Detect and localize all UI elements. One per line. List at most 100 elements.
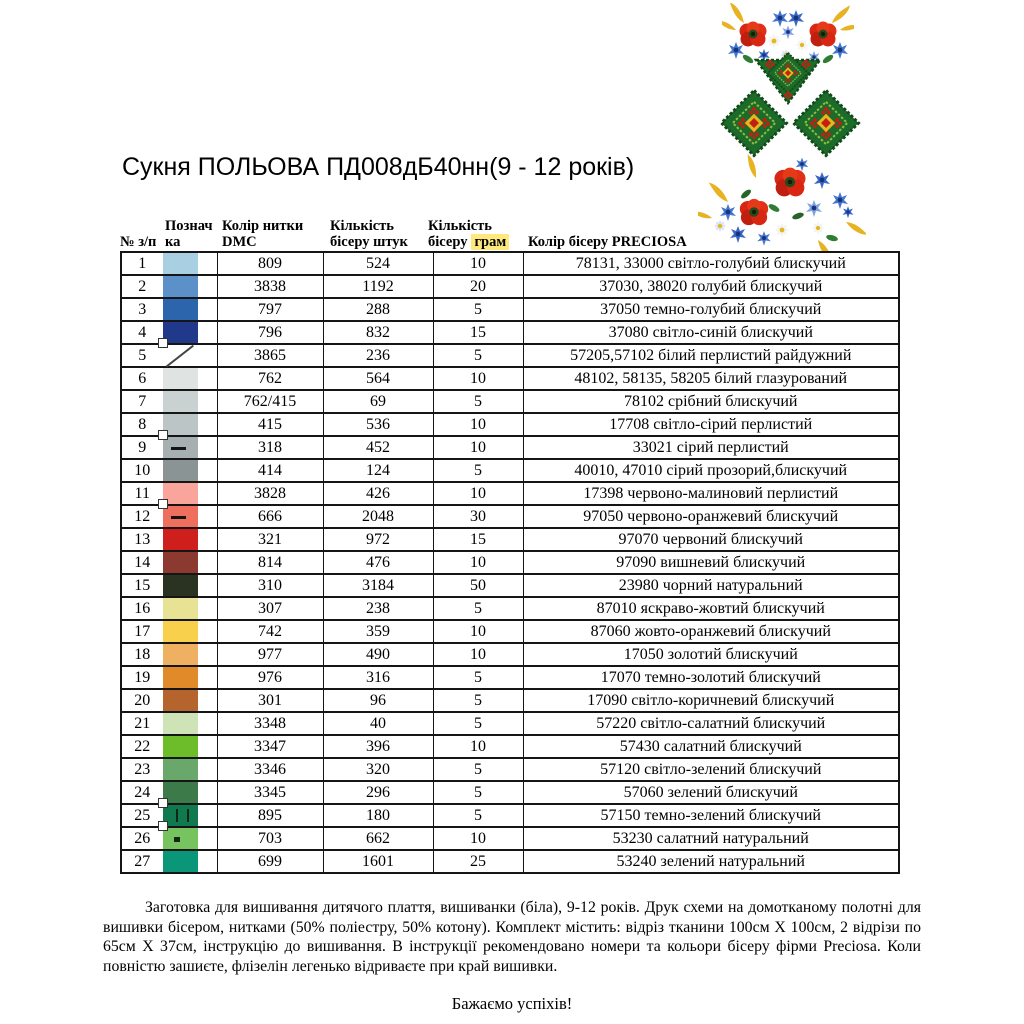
color-swatch-cell <box>162 251 198 277</box>
bead-count-grams: 5 <box>432 711 524 736</box>
table-row: 23 3346 320 5 57120 світло-зелений блиск… <box>120 757 900 783</box>
symbol-mark <box>164 782 197 803</box>
bead-count-pieces: 536 <box>322 412 434 437</box>
empty-cell <box>196 389 218 414</box>
empty-cell <box>196 642 218 667</box>
symbol-mark <box>164 736 197 757</box>
row-number: 26 <box>120 826 164 851</box>
color-swatch <box>162 550 198 575</box>
symbol-mark <box>157 338 197 366</box>
color-swatch <box>162 320 198 345</box>
symbol-mark <box>164 276 197 297</box>
bead-count-grams: 5 <box>432 665 524 690</box>
bead-count-pieces: 452 <box>322 435 434 460</box>
color-swatch-cell <box>162 642 198 668</box>
bead-count-grams: 30 <box>432 504 524 529</box>
row-number: 19 <box>120 665 164 690</box>
bead-count-pieces: 296 <box>322 780 434 805</box>
color-swatch <box>162 665 198 690</box>
symbol-mark <box>164 460 197 481</box>
row-number: 18 <box>120 642 164 667</box>
row-number: 27 <box>120 849 164 874</box>
preciosa-color-description: 57430 салатний блискучий <box>522 734 900 759</box>
color-swatch <box>162 642 198 667</box>
dmc-thread-number: 3838 <box>216 274 324 299</box>
column-header-pieces: Кількість бісеру штук <box>330 218 408 250</box>
bead-count-pieces: 490 <box>322 642 434 667</box>
preciosa-color-description: 78102 срібний блискучий <box>522 389 900 414</box>
kit-description: Заготовка для вишивання дитячого плаття,… <box>103 898 921 976</box>
empty-cell <box>196 458 218 483</box>
dmc-thread-number: 3348 <box>216 711 324 736</box>
color-swatch <box>162 573 198 598</box>
table-row: 11 3828 426 10 17398 червоно-малиновий п… <box>120 481 900 507</box>
bead-count-pieces: 662 <box>322 826 434 851</box>
preciosa-color-description: 17050 золотий блискучий <box>522 642 900 667</box>
color-swatch <box>162 688 198 713</box>
bead-count-pieces: 124 <box>322 458 434 483</box>
color-swatch-cell <box>162 481 198 507</box>
bead-count-grams: 15 <box>432 320 524 345</box>
bead-count-pieces: 1192 <box>322 274 434 299</box>
table-row: 9 318 452 10 33021 сірий перлистий <box>120 430 900 461</box>
preciosa-color-description: 97050 червоно-оранжевий блискучий <box>522 504 900 529</box>
bead-count-grams: 5 <box>432 596 524 621</box>
empty-cell <box>196 596 218 621</box>
color-swatch-cell <box>162 412 198 438</box>
row-number: 25 <box>120 803 164 828</box>
bead-count-grams: 10 <box>432 412 524 437</box>
column-header-grams: Кількість бісеру грам <box>428 218 510 250</box>
bead-count-pieces: 524 <box>322 251 434 276</box>
table-row: 21 3348 40 5 57220 світло-салатний блиск… <box>120 711 900 737</box>
table-row: 3 797 288 5 37050 темно-голубий блискучи… <box>120 297 900 323</box>
color-swatch-cell <box>157 338 198 369</box>
color-swatch <box>162 527 198 552</box>
bead-count-pieces: 288 <box>322 297 434 322</box>
bead-count-grams: 10 <box>432 366 524 391</box>
row-number: 10 <box>120 458 164 483</box>
color-swatch <box>162 389 198 414</box>
empty-cell <box>196 573 218 598</box>
symbol-mark <box>164 759 197 780</box>
table-row: 10 414 124 5 40010, 47010 сірий прозорий… <box>120 458 900 484</box>
row-number: 13 <box>120 527 164 552</box>
preciosa-color-description: 37030, 38020 голубий блискучий <box>522 274 900 299</box>
symbol-mark <box>164 368 197 389</box>
row-number: 22 <box>120 734 164 759</box>
dmc-thread-number: 699 <box>216 849 324 874</box>
table-row: 27 699 1601 25 53240 зелений натуральний <box>120 849 900 875</box>
dmc-thread-number: 742 <box>216 619 324 644</box>
row-number: 24 <box>120 780 164 805</box>
empty-cell <box>196 688 218 713</box>
symbol-mark <box>164 414 197 435</box>
dmc-thread-number: 814 <box>216 550 324 575</box>
color-swatch <box>162 734 198 759</box>
row-number: 12 <box>120 504 164 529</box>
color-swatch <box>162 274 198 299</box>
preciosa-color-description: 37080 світло-синій блискучий <box>522 320 900 345</box>
row-number: 17 <box>120 619 164 644</box>
bead-count-grams: 50 <box>432 573 524 598</box>
page-title: Сукня ПОЛЬОВА ПД008дБ40нн(9 - 12 років) <box>122 153 635 181</box>
bead-count-grams: 25 <box>432 849 524 874</box>
dmc-thread-number: 301 <box>216 688 324 713</box>
empty-cell <box>196 297 218 322</box>
color-swatch <box>162 849 198 874</box>
color-swatch <box>162 596 198 621</box>
row-number: 2 <box>120 274 164 299</box>
dmc-thread-number: 666 <box>216 504 324 529</box>
dmc-thread-number: 762 <box>216 366 324 391</box>
preciosa-color-description: 48102, 58135, 58205 білий глазурований <box>522 366 900 391</box>
empty-cell <box>196 366 218 391</box>
table-row: 4 796 832 15 37080 світло-синій блискучи… <box>120 320 900 346</box>
empty-cell <box>196 826 218 851</box>
color-swatch-cell <box>162 389 198 415</box>
empty-cell <box>196 251 218 276</box>
row-number: 3 <box>120 297 164 322</box>
dmc-thread-number: 977 <box>216 642 324 667</box>
dmc-thread-number: 318 <box>216 435 324 460</box>
row-number: 16 <box>120 596 164 621</box>
color-swatch <box>162 297 198 322</box>
bead-count-pieces: 396 <box>322 734 434 759</box>
